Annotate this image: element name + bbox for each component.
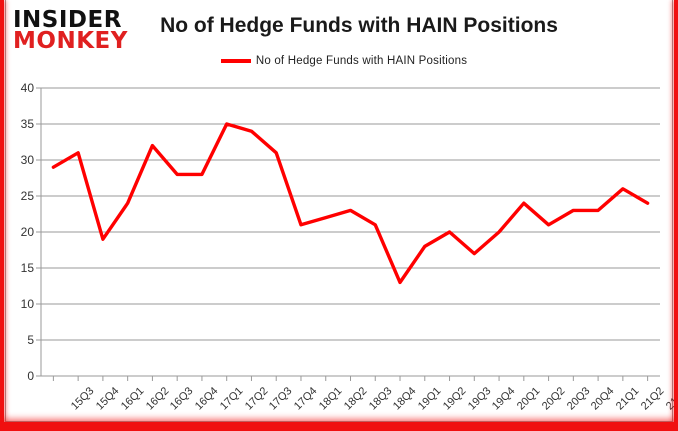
decorative-left-border — [0, 0, 4, 431]
decorative-bottom-border — [0, 422, 678, 431]
page-title: No of Hedge Funds with HAIN Positions — [160, 14, 558, 37]
y-axis-tick-label: 25 — [20, 189, 34, 203]
y-axis-tick-label: 40 — [20, 81, 34, 95]
gridlines — [41, 87, 660, 377]
decorative-right-border — [674, 0, 678, 431]
x-axis-ticks — [52, 376, 649, 381]
y-axis-tick-label: 30 — [20, 153, 34, 167]
chart-outer-frame — [5, 0, 673, 422]
legend-item-label: No of Hedge Funds with HAIN Positions — [255, 55, 468, 67]
y-axis-tick-label: 20 — [20, 225, 34, 239]
chart-legend: No of Hedge Funds with HAIN Positions — [0, 55, 678, 67]
logo-line-insider: INSIDER — [13, 7, 122, 33]
y-axis-ticks — [36, 87, 41, 377]
y-axis-tick-label: 35 — [20, 117, 34, 131]
logo-line-monkey: MONKEY — [13, 28, 128, 55]
y-axis-tick-label: 10 — [20, 297, 34, 311]
legend-color-swatch — [220, 59, 251, 63]
insider-monkey-logo: INSIDER MONKEY — [13, 7, 128, 55]
y-axis-tick-label: 0 — [27, 369, 34, 383]
y-axis-tick-label: 15 — [20, 261, 34, 275]
data-series-line — [51, 122, 650, 285]
y-axis-tick-label: 5 — [27, 333, 34, 347]
